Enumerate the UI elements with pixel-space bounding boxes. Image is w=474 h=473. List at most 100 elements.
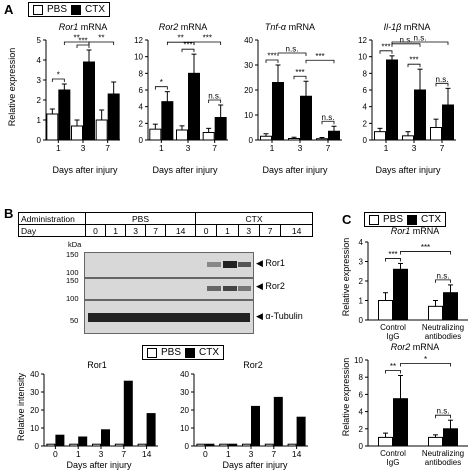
significance-label: *** xyxy=(421,243,430,252)
chart-b-ror1: 0 10 20 30 40 0 1 3 7 14 xyxy=(30,370,158,459)
day-cell: 14 xyxy=(165,224,196,237)
bar-ctx xyxy=(393,268,408,321)
bar-pbs xyxy=(428,305,443,321)
significance-bracket xyxy=(379,50,393,54)
x-tick-label: 7 xyxy=(212,143,217,153)
significance-label: *** xyxy=(203,34,212,43)
y-tick-label: 3 xyxy=(359,258,364,267)
x-tick-label: Neutralizing xyxy=(422,449,464,458)
y-tick-label: 6 xyxy=(363,86,368,95)
y-tick-label: 8 xyxy=(363,69,368,78)
y-tick-label: 10 xyxy=(134,53,143,62)
significance-label: ** xyxy=(98,34,104,43)
chart-title-c1: Ror1 mRNA xyxy=(390,226,440,236)
significance-bracket xyxy=(435,414,451,419)
bar-pbs xyxy=(378,436,393,447)
x-tick-label: antibodies xyxy=(425,332,461,341)
y-tick-label: 10 xyxy=(30,424,39,433)
significance-bracket xyxy=(208,99,222,103)
legend-pbs-label: PBS xyxy=(47,4,68,15)
y-tick-label: 4 xyxy=(37,56,42,65)
bar-ctx xyxy=(161,101,174,141)
x-tick-label: 14 xyxy=(292,449,302,459)
legend-ctx-label: CTX xyxy=(85,4,106,15)
significance-label: n.s. xyxy=(400,35,413,44)
significance-bracket xyxy=(265,59,279,63)
bar-ctx xyxy=(214,117,227,141)
y-tick-label: 4 xyxy=(359,408,364,417)
bar-pbs xyxy=(316,138,328,141)
y-tick-label: 8 xyxy=(359,373,364,382)
legend-a: PBS CTX xyxy=(28,2,111,17)
y-tick-label: 3 xyxy=(37,76,42,85)
day-cell: 3 xyxy=(125,224,147,237)
x-tick-label: 7 xyxy=(326,143,331,153)
significance-bracket xyxy=(435,82,449,87)
band xyxy=(238,286,251,291)
x-tick-label: 1 xyxy=(56,143,61,153)
x-tick-label: 1 xyxy=(270,143,275,153)
x-tick-label: 3 xyxy=(412,143,417,153)
legend-pbs-swatch xyxy=(369,214,379,225)
band-label-ror1: ◀ Ror1 xyxy=(256,258,285,268)
significance-label: ** xyxy=(178,34,184,43)
significance-label: *** xyxy=(409,56,418,65)
day-cell: 7 xyxy=(258,224,282,237)
legend-pbs-label: PBS xyxy=(383,214,404,225)
legend-pbs-swatch xyxy=(33,4,43,15)
x-tick-label: 3 xyxy=(81,143,86,153)
x-tick-label: IgG xyxy=(387,458,400,467)
day-cell: 3 xyxy=(237,224,260,237)
x-tick-label: 7 xyxy=(271,449,276,459)
band xyxy=(88,313,250,322)
y-tick-label: 30 xyxy=(180,388,189,397)
day-cell: 1 xyxy=(216,224,239,237)
bar-pbs xyxy=(202,132,215,141)
bar-ctx xyxy=(146,413,156,447)
chart-title-a2: Ror2 mRNA xyxy=(158,22,208,32)
legend-b: PBS CTX xyxy=(142,345,225,360)
y-tick-label: 20 xyxy=(244,86,253,95)
x-tick-label: Neutralizing xyxy=(422,323,464,332)
marker-100: 100 xyxy=(66,268,79,277)
bar-ctx xyxy=(78,436,88,447)
panel-letter-b: B xyxy=(4,206,14,221)
x-tick-label: 0 xyxy=(53,449,58,459)
axis-label-a4-x: Days after injury xyxy=(375,165,441,175)
chart-b-ror2: 0 10 20 30 40 0 1 3 7 14 xyxy=(180,370,308,459)
y-tick-label: 4 xyxy=(139,103,144,112)
y-tick-label: 8 xyxy=(139,69,144,78)
bar-ctx xyxy=(107,93,120,141)
y-tick-label: 4 xyxy=(359,238,364,247)
x-tick-label: 3 xyxy=(99,449,104,459)
significance-label: n.s. xyxy=(322,113,335,122)
significance-bracket xyxy=(181,48,195,53)
bar-pbs xyxy=(46,113,59,141)
bar-pbs xyxy=(287,443,297,447)
y-tick-label: 40 xyxy=(30,370,39,379)
bar-ctx xyxy=(296,416,306,447)
significance-bracket xyxy=(391,41,449,45)
marker-150: 150 xyxy=(66,276,79,285)
axis-label-b2-x: Days after injury xyxy=(222,460,288,470)
x-tick-label: 3 xyxy=(186,143,191,153)
day-cell: 0 xyxy=(84,224,107,237)
bar-ctx xyxy=(386,59,398,141)
y-tick-label: 40 xyxy=(180,370,189,379)
bar-ctx xyxy=(272,82,284,141)
legend-c: PBS CTX xyxy=(364,212,447,227)
bar-pbs xyxy=(92,443,101,447)
y-tick-label: 0 xyxy=(185,442,190,451)
bar-ctx xyxy=(251,405,260,447)
x-tick-label: 7 xyxy=(440,143,445,153)
significance-bracket xyxy=(293,75,307,80)
significance-bracket xyxy=(51,78,65,82)
significance-label: ** xyxy=(74,34,80,43)
y-tick-label: 2 xyxy=(139,119,144,128)
y-tick-label: 1 xyxy=(37,116,42,125)
bar-ctx xyxy=(300,95,312,141)
x-tick-label: 1 xyxy=(76,449,81,459)
day-cell: 1 xyxy=(105,224,127,237)
